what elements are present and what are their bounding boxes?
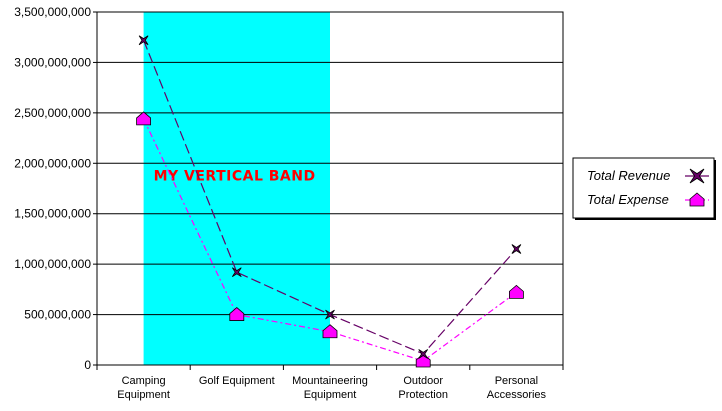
x-category-label: Camping Equipment xyxy=(117,375,170,401)
y-tick-label: 3,500,000,000 xyxy=(14,5,91,19)
revenue-point-marker xyxy=(511,244,522,254)
legend-entry-label: Total Expense xyxy=(587,192,669,207)
y-tick-label: 500,000,000 xyxy=(24,308,91,322)
plot-frame xyxy=(96,11,564,366)
y-tick-label: 1,500,000,000 xyxy=(14,207,91,221)
revenue-point-marker xyxy=(325,309,335,320)
y-tick-label: 2,000,000,000 xyxy=(14,156,91,170)
y-tick-label: 1,000,000,000 xyxy=(14,257,91,271)
revenue-point-marker xyxy=(138,35,149,46)
expense-point-marker xyxy=(322,324,338,339)
expense-point-marker xyxy=(229,307,245,321)
legend-entry-label: Total Revenue xyxy=(587,168,670,183)
revenue-point-marker xyxy=(231,267,242,278)
vertical-band xyxy=(143,12,330,365)
revenue-point-marker xyxy=(418,349,429,359)
legend-revenue-marker xyxy=(689,168,705,184)
x-category-label: Personal Accessories xyxy=(487,375,547,401)
expense-point-marker xyxy=(509,284,524,299)
x-category-label: Outdoor Protection xyxy=(398,375,448,401)
legend-box xyxy=(572,157,715,219)
y-tick-label: 0 xyxy=(84,358,91,372)
legend-expense-marker xyxy=(689,192,705,207)
x-category-label: Golf Equipment xyxy=(199,375,275,387)
x-category-label: Mountaineering Equipment xyxy=(292,375,368,401)
y-tick-label: 2,500,000,000 xyxy=(14,106,91,120)
y-tick-label: 3,000,000,000 xyxy=(14,55,91,69)
expense-point-marker xyxy=(136,111,151,126)
band-label: MY VERTICAL BAND xyxy=(154,168,316,184)
